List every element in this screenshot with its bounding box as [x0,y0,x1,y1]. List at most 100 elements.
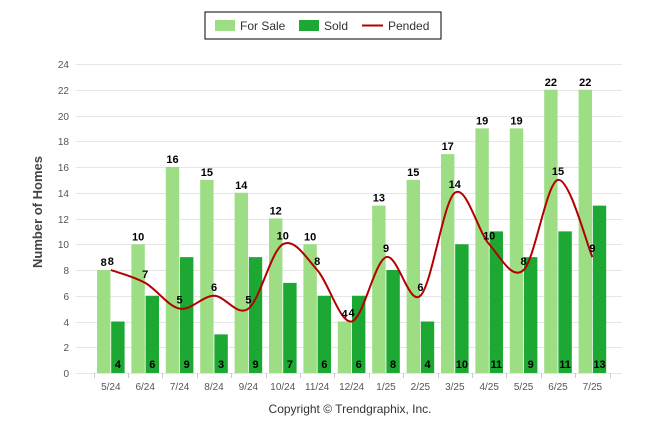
data-label-for-sale: 8 [101,257,107,269]
bar-for-sale [578,89,592,373]
x-tick-label: 12/24 [339,382,364,393]
data-label-for-sale: 19 [476,115,488,127]
data-label-for-sale: 15 [407,167,419,179]
x-tick-label: 5/24 [101,382,121,393]
bar-for-sale [303,244,317,373]
y-tick-label: 22 [58,86,70,97]
x-tick-label: 4/25 [479,382,499,393]
data-label-pended: 5 [177,295,183,307]
y-tick-label: 6 [63,292,69,303]
bar-for-sale [372,205,386,373]
bar-sold [352,295,366,373]
bar-for-sale [509,128,524,373]
x-tick-label: 1/25 [376,382,396,393]
bar-for-sale [234,192,248,373]
x-tick-label: 10/24 [270,382,295,393]
data-label-sold: 9 [252,359,258,371]
y-tick-label: 16 [58,163,70,174]
data-label-for-sale: 19 [510,115,522,127]
bar-sold [145,295,159,373]
legend-swatch-for-sale [215,20,235,31]
x-tick-label: 6/24 [135,382,155,393]
bar-sold [455,244,469,373]
bar-sold [386,270,400,373]
data-label-pended: 10 [483,230,495,242]
bar-for-sale [475,128,489,373]
bar-sold [592,205,607,373]
bar-sold [420,321,435,373]
x-tick-label: 8/24 [204,382,224,393]
legend: For Sale Sold Pended [204,11,442,40]
data-label-pended: 7 [142,269,148,281]
data-label-for-sale: 22 [579,77,591,89]
x-tick-label: 2/25 [411,382,431,393]
y-tick-label: 14 [58,189,70,200]
legend-box [204,11,442,40]
data-label-sold: 11 [490,359,502,371]
data-label-sold: 13 [593,359,605,371]
data-label-for-sale: 10 [304,231,316,243]
y-tick-label: 20 [58,112,70,123]
bar-for-sale [200,179,214,373]
y-tick-label: 2 [63,343,69,354]
bar-for-sale [406,179,420,373]
data-label-for-sale: 15 [201,167,213,179]
bar-for-sale [441,154,455,373]
data-label-for-sale: 12 [270,206,282,218]
bar-sold [111,321,125,373]
bar-sold [214,334,228,373]
data-label-pended: 9 [589,243,595,255]
bar-sold [283,282,297,373]
data-label-sold: 9 [528,359,534,371]
x-tick-label: 6/25 [548,382,568,393]
data-label-for-sale: 13 [373,193,385,205]
data-label-sold: 9 [184,359,190,371]
data-label-for-sale: 17 [442,141,454,153]
bar-for-sale [97,270,111,373]
y-tick-label: 0 [63,369,69,380]
data-label-pended: 9 [383,243,389,255]
y-tick-label: 10 [58,240,70,251]
y-tick-label: 4 [63,318,69,329]
y-axis-label: Number of Homes [30,156,45,268]
data-label-pended: 10 [277,230,289,242]
bar-sold [317,295,331,373]
data-label-pended: 8 [521,256,527,268]
data-label-for-sale: 22 [545,77,557,89]
bar-for-sale [269,218,283,373]
y-tick-label: 12 [58,215,70,226]
bar-sold [489,231,503,373]
data-label-sold: 11 [559,359,571,371]
x-tick-label: 7/24 [170,382,190,393]
legend-label-pended: Pended [388,19,429,33]
x-tick-label: 5/25 [514,382,534,393]
bar-for-sale [165,167,180,373]
y-tick-label: 8 [63,266,69,277]
y-tick-label: 18 [58,137,70,148]
data-label-sold: 7 [287,359,293,371]
legend-label-sold: Sold [324,19,348,33]
bar-sold [180,257,194,373]
data-label-for-sale: 16 [166,154,178,166]
bar-for-sale [131,244,145,373]
copyright-footer: Copyright © Trendgraphix, Inc. [269,402,432,416]
pended-line-path [110,178,594,323]
data-label-pended: 14 [449,179,462,191]
bar-sold [248,257,263,373]
data-label-sold: 4 [115,359,122,371]
x-tick-label: 3/25 [445,382,465,393]
x-tick-label: 11/24 [305,382,330,393]
data-label-pended: 4 [349,308,356,320]
x-tick-label: 9/24 [239,382,259,393]
data-label-sold: 4 [424,359,431,371]
data-label-for-sale: 14 [235,180,248,192]
data-label-sold: 10 [456,359,468,371]
bar-sold [524,257,538,373]
data-label-pended: 6 [211,282,217,294]
data-label-pended: 6 [417,282,423,294]
data-label-sold: 6 [149,359,155,371]
bars [97,89,607,373]
bar-for-sale [544,89,558,373]
